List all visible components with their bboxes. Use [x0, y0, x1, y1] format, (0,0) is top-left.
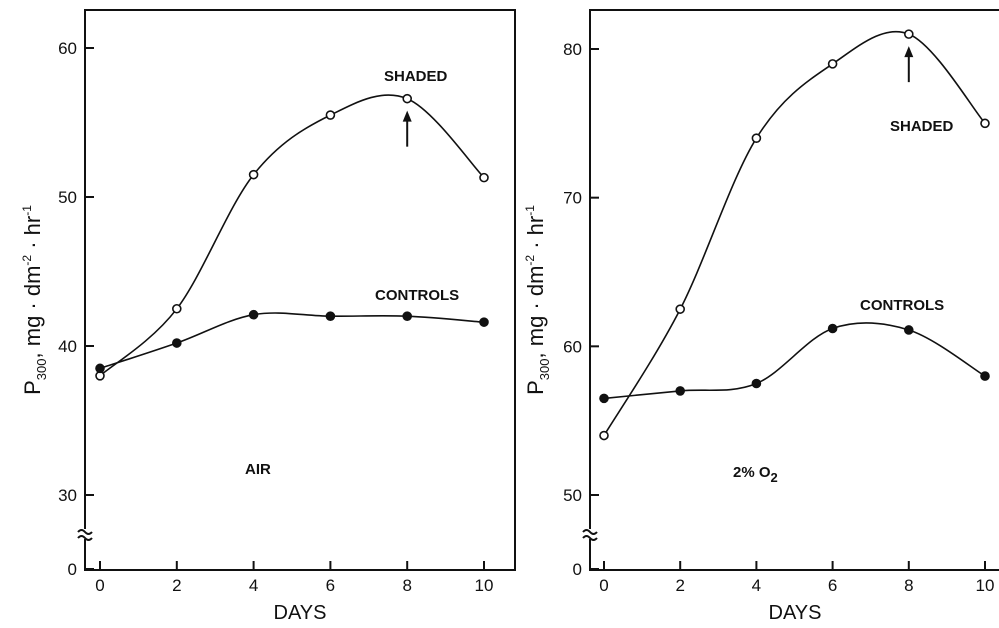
- data-point-shaded: [675, 304, 686, 314]
- data-point-controls: [980, 371, 990, 381]
- series-label-controls: CONTROLS: [375, 287, 459, 304]
- data-point-shaded: [903, 29, 914, 39]
- series-line-shaded: [99, 94, 485, 377]
- x-ticks: 0 2 4 6 8 10: [95, 561, 493, 595]
- y-tick-label: 60: [58, 39, 77, 58]
- series-label-controls: CONTROLS: [860, 297, 944, 314]
- data-point-shaded: [980, 118, 990, 129]
- x-tick-label: 0: [599, 576, 608, 595]
- y-tick-label: 50: [563, 486, 582, 505]
- y-axis-title: P300, mg · dm-2 · hr-1: [20, 205, 49, 395]
- y-axis-title: P300, mg · dm-2 · hr-1: [523, 205, 552, 395]
- curves: [603, 30, 986, 436]
- data-point-shaded: [599, 430, 609, 441]
- x-tick-label: 2: [675, 576, 684, 595]
- arrow-annotation: [402, 110, 412, 147]
- data-point-controls: [402, 311, 413, 322]
- x-tick-label: 6: [326, 576, 335, 595]
- x-tick-label: 10: [475, 576, 494, 595]
- data-point-controls: [675, 386, 686, 396]
- series-line-controls: [99, 312, 485, 370]
- axis-break-mark: [582, 535, 598, 541]
- y-tick-label: 80: [563, 40, 582, 59]
- axis-break-gap: [78, 529, 92, 539]
- condition-label: 2% O2: [733, 464, 778, 485]
- panel-air: 0 30 40 50 60 0 2 4 6 8 10 DAYS P300, mg · dm-2 ·…: [20, 9, 516, 624]
- panel-o2: 0 50 60 70 80 0 2 4 6 8 10 DAYS P300, mg · dm-2 ·…: [523, 9, 999, 624]
- x-tick-label: 4: [752, 576, 761, 595]
- data-point-shaded: [248, 169, 259, 180]
- data-point-controls: [172, 338, 182, 348]
- plot-frame: [84, 9, 516, 571]
- points: [599, 29, 990, 441]
- arrow-head: [402, 110, 412, 122]
- axis-break-gap: [583, 529, 597, 539]
- data-point-controls: [248, 309, 259, 320]
- series-line-controls: [603, 322, 986, 400]
- axis-break: [77, 529, 93, 541]
- data-point-shaded: [827, 59, 838, 69]
- series-label-shaded: SHADED: [890, 118, 954, 135]
- axis-break: [582, 529, 598, 541]
- condition-label: AIR: [245, 461, 271, 478]
- data-point-controls: [479, 317, 489, 327]
- y-tick-label: 40: [58, 337, 77, 356]
- x-tick-label: 0: [95, 576, 104, 595]
- x-tick-label: 8: [402, 576, 411, 595]
- y-ticks: 0 50 60 70 80: [563, 40, 599, 579]
- x-tick-label: 10: [976, 576, 995, 595]
- points: [95, 93, 489, 381]
- y-tick-label: 0: [573, 560, 582, 579]
- data-point-shaded: [172, 303, 182, 314]
- arrow-head: [904, 46, 914, 58]
- data-point-controls: [325, 311, 336, 322]
- y-tick-label: 50: [58, 188, 77, 207]
- plot-frame: [589, 9, 999, 571]
- axis-break-mark: [77, 535, 93, 541]
- x-tick-label: 6: [828, 576, 837, 595]
- data-point-shaded: [402, 93, 413, 104]
- data-point-controls: [751, 378, 762, 389]
- x-ticks: 0 2 4 6 8 10: [599, 561, 994, 595]
- y-tick-label: 70: [563, 189, 582, 208]
- y-ticks: 0 30 40 50 60: [58, 39, 94, 579]
- y-tick-label: 60: [563, 337, 582, 356]
- data-point-controls: [95, 363, 105, 374]
- series-label-shaded: SHADED: [384, 68, 448, 85]
- data-point-controls: [827, 323, 838, 334]
- data-point-shaded: [325, 110, 336, 120]
- x-tick-label: 4: [249, 576, 258, 595]
- series-line-shaded: [603, 30, 986, 436]
- axis-break-mark: [582, 529, 598, 535]
- axis-break-mark: [77, 529, 93, 535]
- data-point-shaded: [751, 133, 762, 143]
- data-point-shaded: [479, 172, 489, 183]
- x-tick-label: 2: [172, 576, 181, 595]
- y-tick-label: 0: [68, 560, 77, 579]
- data-point-controls: [903, 325, 914, 335]
- curves: [99, 94, 485, 377]
- arrow-annotation: [904, 46, 914, 83]
- x-axis-title: DAYS: [274, 602, 327, 624]
- x-tick-label: 8: [904, 576, 913, 595]
- y-tick-label: 30: [58, 486, 77, 505]
- data-point-controls: [599, 393, 609, 404]
- x-axis-title: DAYS: [769, 602, 822, 624]
